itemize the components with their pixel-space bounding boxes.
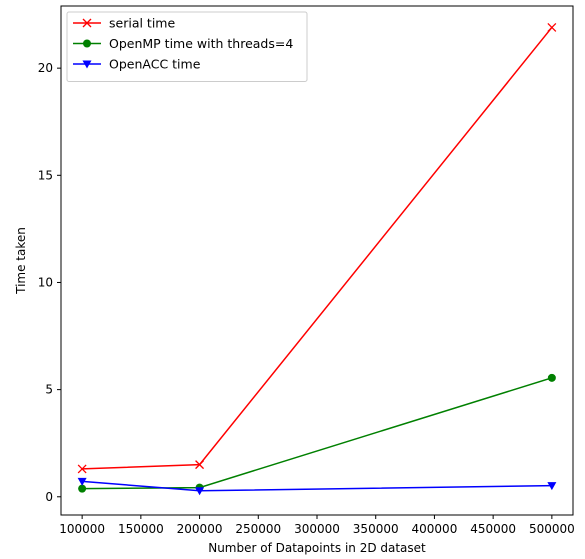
data-point [547, 22, 557, 32]
y-tick-label: 15 [38, 168, 53, 182]
legend-item: OpenACC time [73, 57, 201, 72]
x-tick-label: 300000 [294, 522, 340, 536]
x-tick-label: 500000 [529, 522, 575, 536]
legend-item: OpenMP time with threads=4 [73, 36, 293, 51]
x-axis-ticks: 100000 150000 200000 250000 300000 350000 4000… [59, 515, 575, 536]
legend: serial time OpenMP time with threads=4 Ope… [66, 11, 308, 82]
data-point [547, 482, 557, 491]
series-2 [77, 477, 557, 496]
data-point [195, 487, 205, 496]
y-tick-label: 20 [38, 61, 53, 75]
series-0 [77, 22, 557, 474]
legend-label: OpenACC time [109, 57, 201, 72]
legend-item: serial time [73, 16, 175, 31]
y-axis-label: Time taken [14, 227, 28, 295]
series-line [82, 26, 553, 470]
legend-marker [82, 60, 92, 69]
data-point [77, 477, 87, 486]
y-tick-label: 10 [38, 275, 53, 289]
x-tick-label: 150000 [118, 522, 164, 536]
y-axis-ticks: 0 5 10 15 20 [38, 61, 61, 504]
series-line [82, 377, 553, 490]
legend-marker [83, 39, 91, 48]
x-tick-label: 450000 [470, 522, 516, 536]
x-axis-label: Number of Datapoints in 2D dataset [208, 541, 426, 555]
x-tick-label: 350000 [353, 522, 399, 536]
y-tick-label: 0 [45, 490, 53, 504]
legend-marker [82, 18, 92, 28]
plot-area [60, 5, 574, 516]
data-point [78, 484, 87, 493]
x-tick-label: 200000 [177, 522, 223, 536]
legend-label: serial time [109, 16, 175, 31]
series-line [82, 480, 552, 492]
y-tick-label: 5 [45, 383, 53, 397]
series-layer [77, 22, 557, 496]
legend-label: OpenMP time with threads=4 [109, 36, 293, 51]
x-tick-label: 100000 [59, 522, 105, 536]
data-point [195, 460, 205, 470]
legend-box [66, 11, 308, 82]
data-point [547, 373, 556, 382]
x-tick-label: 400000 [412, 522, 458, 536]
data-point [77, 464, 87, 474]
series-1 [78, 373, 556, 493]
x-tick-label: 250000 [235, 522, 281, 536]
